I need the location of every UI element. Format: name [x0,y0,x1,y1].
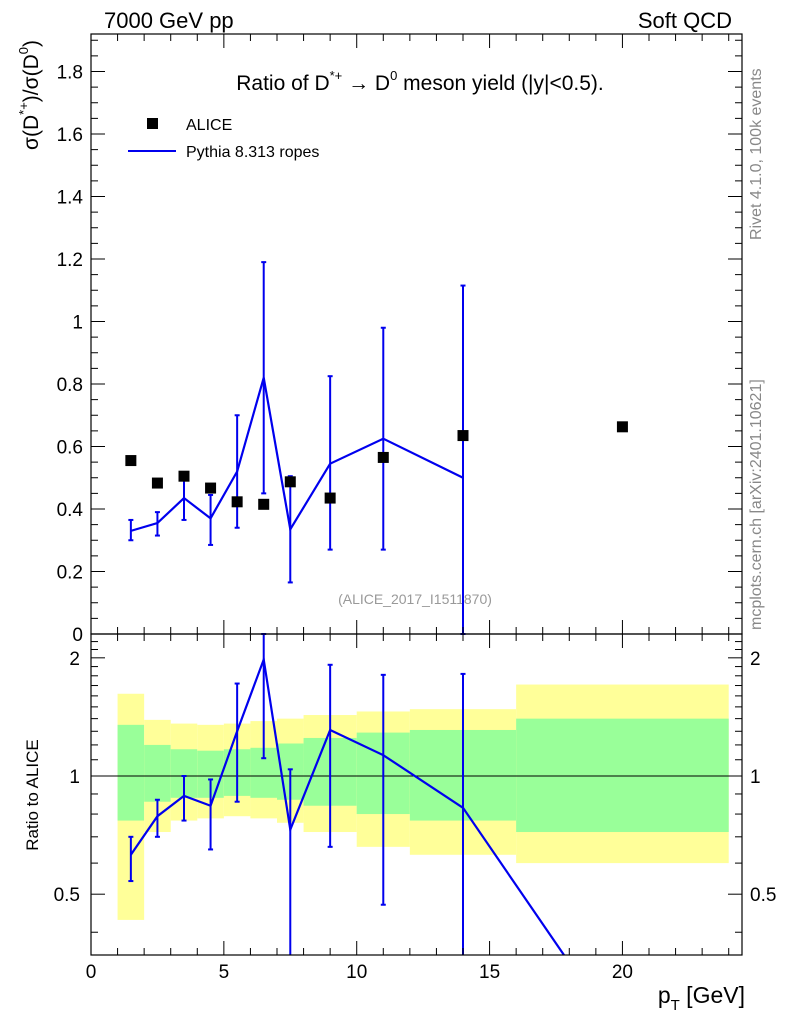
alice-data-point [324,492,336,504]
main-title: Ratio of D*+ → D0 meson yield (|y|<0.5). [236,68,604,95]
legend-pythia-label: Pythia 8.313 ropes [186,144,319,161]
ratio-y-tick-label-right: 2 [750,649,761,670]
legend: ALICE Pythia 8.313 ropes [128,117,319,161]
ratio-uncertainty-bands [117,684,729,920]
main-y-tick-label: 0.4 [57,500,84,521]
x-tick-label: 10 [346,962,367,983]
main-y-tick-label: 1.4 [57,188,84,209]
green-band-bin [516,718,729,833]
analysis-watermark: (ALICE_2017_I1511870) [338,591,492,607]
ratio-y-tick-label-left: 0.5 [54,885,80,906]
main-y-tick-label: 0.2 [57,563,83,584]
rivet-version-label: Rivet 4.1.0, 100k events [748,68,765,240]
legend-alice-label: ALICE [186,117,232,134]
axes: 0 5 10 15 20 0 0.2 0.4 0.6 0.8 1 1.2 1.4 1.6 1.8 0.5 0.5… [54,33,776,983]
ratio-y-tick-label-left: 1 [69,767,80,788]
x-tick-label: 15 [479,962,500,983]
main-y-tick-label: 1 [72,313,83,334]
green-band-bin [144,744,171,802]
main-panel-data [125,261,628,635]
main-y-tick-label: 0.8 [57,375,83,396]
ratio-line [129,655,565,956]
alice-data-point [616,421,628,433]
ratio-ylabel: Ratio to ALICE [23,739,42,851]
x-axis-label: pT [GeV] [658,982,745,1014]
alice-data-point [457,430,469,442]
alice-data-point [231,496,243,508]
alice-data-point [258,498,270,510]
main-y-tick-label: 1.8 [57,63,83,84]
ratio-y-tick-label-right: 0.5 [750,885,776,906]
ratio-y-tick-label-right: 1 [750,767,761,788]
main-y-tick-label: 1.2 [57,250,83,271]
main-y-tick-label: 0.6 [57,438,83,459]
legend-alice-marker [147,118,158,129]
main-y-tick-label: 1.6 [57,125,83,146]
alice-data-point [178,470,190,482]
alice-data-point [377,451,389,463]
alice-data-point [284,476,296,488]
mcplots-label: mcplots.cern.ch [arXiv:2401.10621] [748,379,765,630]
x-tick-label: 0 [86,962,97,983]
header-right: Soft QCD [638,8,732,33]
ratio-panel-data [128,633,565,956]
alice-data-point [125,455,137,467]
pythia-line [130,377,464,533]
ratio-panel-frame [90,633,743,956]
alice-data-point [205,482,217,494]
alice-data-point [151,477,163,489]
main-y-tick-label: 0 [72,625,83,646]
header-left: 7000 GeV pp [104,8,234,33]
ratio-y-tick-label-left: 2 [69,649,80,670]
main-ylabel: σ(D*+)/σ(D0) [16,40,43,150]
x-tick-label: 20 [612,962,633,983]
green-band-bin [117,724,145,821]
x-tick-label: 5 [219,962,230,983]
